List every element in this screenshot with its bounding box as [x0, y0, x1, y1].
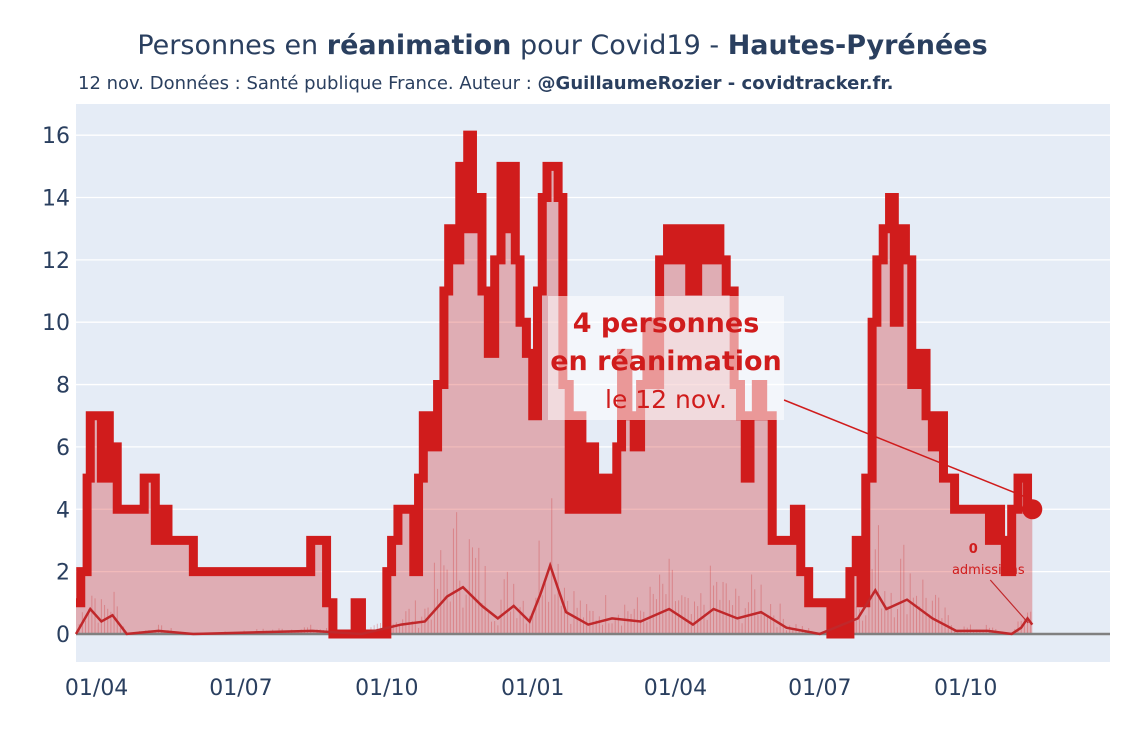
annotation-arrow — [783, 399, 1027, 498]
x-tick-label: 01/07 — [209, 676, 272, 701]
x-tick-label: 01/04 — [644, 676, 707, 701]
y-tick-label: 14 — [42, 187, 70, 212]
admissions-value: 0 — [969, 542, 978, 557]
admissions-line — [74, 561, 1034, 636]
annotation-line-3: le 12 nov. — [605, 385, 727, 414]
admissions-arrow — [989, 579, 1029, 624]
y-tick-label: 6 — [56, 436, 70, 461]
y-tick-label: 0 — [56, 623, 70, 648]
x-tick-label: 01/04 — [65, 676, 128, 701]
x-axis-ticks: 01/04 01/07 01/10 01/01 01/04 01/07 01/10 — [65, 676, 997, 701]
annotation-line-2: en réanimation — [550, 346, 782, 377]
y-tick-label: 16 — [42, 124, 70, 149]
y-tick-label: 8 — [56, 374, 70, 399]
annotation-line-1: 4 personnes — [573, 308, 760, 339]
x-tick-label: 01/10 — [934, 676, 997, 701]
chart-subtitle: 12 nov. Données : Santé publique France.… — [78, 73, 894, 94]
chart-title: Personnes en réanimation pour Covid19 - … — [137, 30, 988, 61]
y-tick-label: 12 — [42, 249, 70, 274]
admissions-label: admissions — [952, 563, 1025, 578]
x-tick-label: 01/10 — [355, 676, 418, 701]
y-tick-label: 4 — [56, 498, 70, 523]
y-tick-label: 2 — [56, 561, 70, 586]
x-tick-label: 01/01 — [501, 676, 564, 701]
y-axis-ticks: 0 2 4 6 8 10 12 14 16 — [42, 124, 70, 648]
annotation-box — [548, 296, 784, 420]
y-tick-label: 10 — [42, 311, 70, 336]
last-value-marker — [1022, 499, 1043, 520]
x-tick-label: 01/07 — [788, 676, 851, 701]
